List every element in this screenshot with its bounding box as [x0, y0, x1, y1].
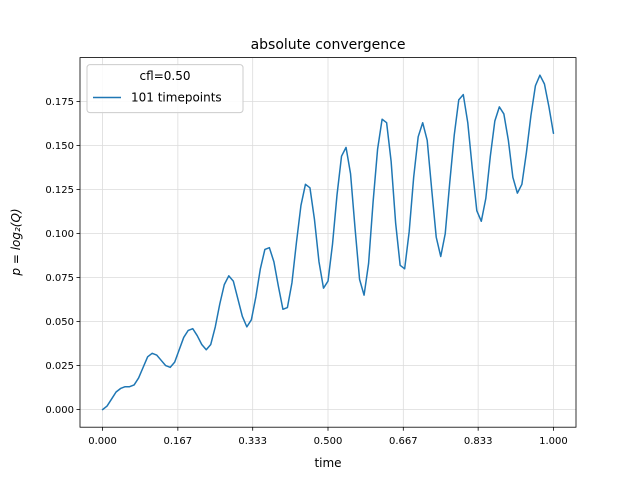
x-tick-label: 0.000 [88, 436, 117, 447]
y-tick-label: 0.100 [45, 229, 74, 240]
x-tick-label: 1.000 [539, 436, 568, 447]
x-tick-label: 0.500 [314, 436, 343, 447]
y-tick-label: 0.050 [45, 317, 74, 328]
legend: cfl=0.50 101 timepoints [86, 64, 244, 114]
y-tick-label: 0.075 [45, 273, 74, 284]
x-tick-label: 0.667 [389, 436, 418, 447]
y-tick-label: 0.125 [45, 185, 74, 196]
y-tick-label: 0.025 [45, 361, 74, 372]
x-axis: 0.000 0.167 0.333 0.500 0.667 0.833 1.000 [88, 427, 568, 447]
legend-entry-label: 101 timepoints [131, 91, 222, 105]
y-axis: 0.000 0.025 0.050 0.075 0.100 0.125 0.150 0.175 [45, 97, 80, 416]
y-axis-label: p = log₂(Q) [9, 208, 23, 276]
x-axis-label: time [314, 456, 341, 470]
line-layer [101, 74, 555, 411]
x-tick-label: 0.167 [164, 436, 193, 447]
x-tick-label: 0.333 [238, 436, 267, 447]
y-tick-label: 0.000 [45, 405, 74, 416]
chart-title: absolute convergence [251, 37, 406, 53]
y-tick-label: 0.150 [45, 141, 74, 152]
x-tick-label: 0.833 [464, 436, 493, 447]
y-tick-label: 0.175 [45, 97, 74, 108]
grid-layer [80, 57, 576, 428]
legend-title: cfl=0.50 [140, 69, 191, 83]
legend-box [86, 64, 244, 114]
series-line [101, 74, 555, 411]
